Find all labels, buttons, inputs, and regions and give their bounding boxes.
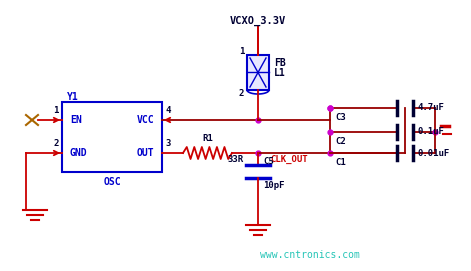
Text: VCC: VCC — [137, 115, 154, 125]
Text: C3: C3 — [335, 113, 346, 122]
Bar — [62, 102, 162, 172]
Text: C5: C5 — [263, 157, 274, 166]
Text: EN: EN — [70, 115, 82, 125]
Bar — [247, 55, 269, 90]
Text: OSC: OSC — [103, 177, 121, 187]
Text: 2: 2 — [54, 139, 59, 148]
Text: 10pF: 10pF — [263, 182, 284, 191]
Text: 4: 4 — [165, 106, 171, 115]
Text: 0.01uF: 0.01uF — [417, 149, 449, 157]
Text: 1: 1 — [54, 106, 59, 115]
Text: GND: GND — [70, 148, 88, 158]
Text: 2: 2 — [239, 89, 244, 98]
Text: 4.7uF: 4.7uF — [417, 104, 444, 112]
Text: 33R: 33R — [227, 155, 244, 164]
Text: 1: 1 — [239, 47, 244, 56]
Text: VCXO_3.3V: VCXO_3.3V — [230, 16, 286, 26]
Text: R1: R1 — [202, 134, 213, 143]
Text: L1: L1 — [274, 68, 286, 78]
Text: OUT: OUT — [137, 148, 154, 158]
Text: FB: FB — [274, 58, 286, 68]
Text: Y1: Y1 — [67, 92, 79, 102]
Text: 0.1uF: 0.1uF — [417, 127, 444, 137]
Text: www.cntronics.com: www.cntronics.com — [260, 250, 360, 260]
Text: C2: C2 — [335, 137, 346, 146]
Text: C1: C1 — [335, 158, 346, 167]
Text: CLK_OUT: CLK_OUT — [270, 155, 308, 164]
Text: 3: 3 — [165, 139, 171, 148]
